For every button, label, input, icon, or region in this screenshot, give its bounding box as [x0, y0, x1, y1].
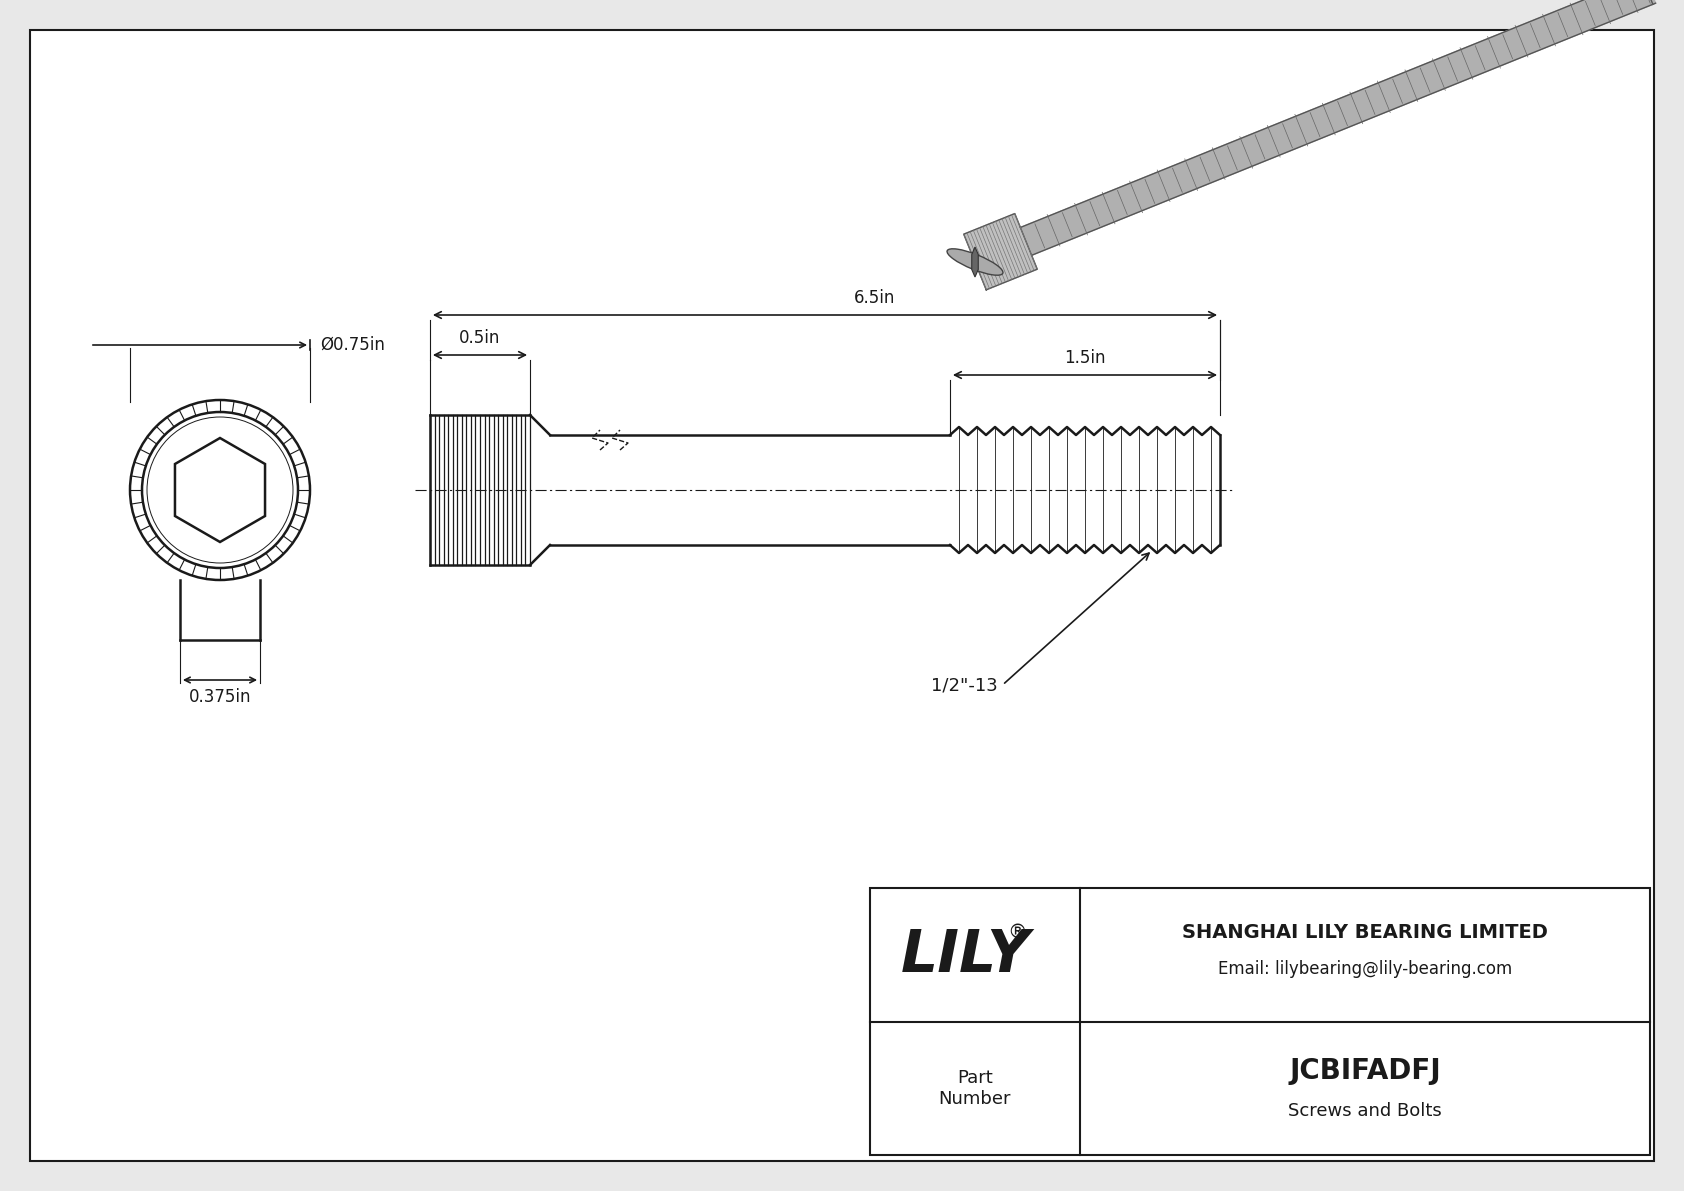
Bar [871, 888, 1650, 1155]
Ellipse shape [946, 249, 1004, 275]
Text: 0.375in: 0.375in [189, 688, 251, 706]
Text: Screws and Bolts: Screws and Bolts [1288, 1102, 1442, 1120]
Text: SHANGHAI LILY BEARING LIMITED: SHANGHAI LILY BEARING LIMITED [1182, 923, 1548, 942]
Text: ®: ® [1007, 923, 1027, 942]
Text: 0.5in: 0.5in [460, 329, 500, 347]
Polygon shape [1021, 0, 1655, 255]
Text: 6.5in: 6.5in [854, 289, 896, 307]
Text: Ø0.75in: Ø0.75in [320, 336, 386, 354]
Text: 1.5in: 1.5in [1064, 349, 1106, 367]
Text: 1/2"-13: 1/2"-13 [931, 676, 997, 694]
Polygon shape [963, 213, 1037, 289]
Text: LILY: LILY [901, 927, 1029, 984]
Text: Part
Number: Part Number [938, 1070, 1012, 1108]
Text: JCBIFADFJ: JCBIFADFJ [1290, 1056, 1442, 1085]
Text: Email: lilybearing@lily-bearing.com: Email: lilybearing@lily-bearing.com [1218, 960, 1512, 978]
Polygon shape [972, 247, 978, 278]
